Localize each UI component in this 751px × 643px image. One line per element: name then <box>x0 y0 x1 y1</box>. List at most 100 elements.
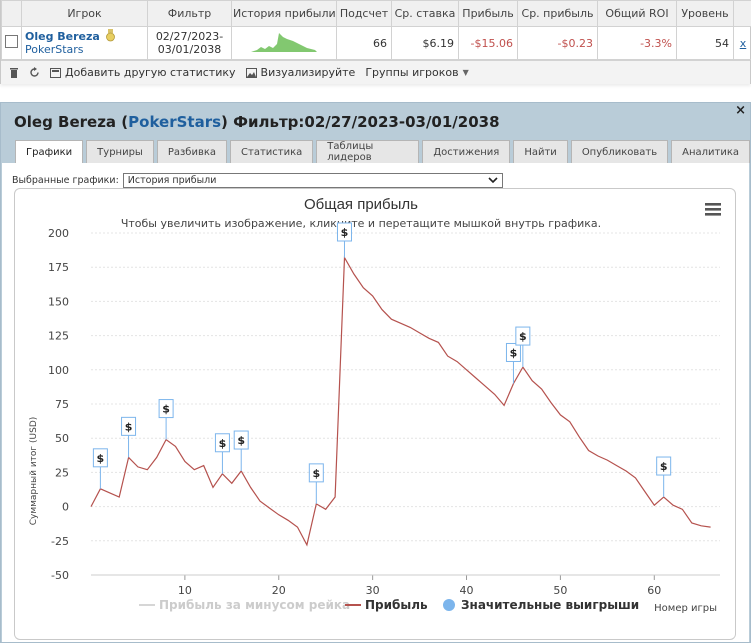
panel-tabs: Графики Турниры Разбивка Статистика Табл… <box>15 140 750 163</box>
flag-label: $ <box>162 403 170 416</box>
chart-title: Общая прибыль <box>304 196 418 213</box>
y-tick-label: -25 <box>51 535 69 548</box>
tab-content-charts: Выбранные графики: История прибыли Общая… <box>2 163 749 642</box>
player-name[interactable]: Oleg Bereza <box>25 30 100 43</box>
flag-box <box>336 222 352 242</box>
player-groups-dropdown[interactable]: Группы игроков ▼ <box>365 66 468 79</box>
x-tick-label: 20 <box>272 584 286 597</box>
sparkline-area <box>251 32 317 52</box>
tab-statistics[interactable]: Статистика <box>230 140 314 163</box>
flag-box <box>214 433 230 453</box>
sparkline-cell <box>231 26 337 60</box>
flag-label: $ <box>341 226 349 239</box>
remove-player-link[interactable]: x <box>739 36 747 50</box>
significant-win-flag[interactable]: $ <box>158 399 174 440</box>
tab-breakdown[interactable]: Разбивка <box>156 140 228 163</box>
chart-select-value: История прибыли <box>127 175 217 186</box>
refresh-icon <box>30 67 39 77</box>
significant-win-flag[interactable]: $ <box>505 342 521 384</box>
flag-label: $ <box>519 330 527 343</box>
flag-box <box>121 416 137 436</box>
player-cell: Oleg Bereza PokerStars <box>21 26 148 60</box>
tab-tournaments[interactable]: Турниры <box>86 140 154 163</box>
x-tick-label: 60 <box>647 584 661 597</box>
trash-icon <box>10 68 18 78</box>
tab-find[interactable]: Найти <box>513 140 568 163</box>
panel-player-site[interactable]: PokerStars <box>128 113 222 131</box>
y-tick-label: 75 <box>55 398 69 411</box>
count-cell: 66 <box>336 26 392 60</box>
tab-charts[interactable]: Графики <box>15 140 84 163</box>
header-profit[interactable]: Прибыль <box>458 0 518 27</box>
filter-to: 03/01/2038 <box>157 43 222 56</box>
add-stats-button[interactable]: Добавить другую статистику <box>50 66 236 79</box>
panel-open-paren: ( <box>121 113 129 131</box>
significant-win-flag[interactable]: $ <box>121 416 137 458</box>
profit-chart[interactable]: Общая прибыль Чтобы увеличить изображени… <box>15 189 735 639</box>
flag-label: $ <box>660 460 668 473</box>
chart-selector-label: Выбранные графики: <box>12 175 119 186</box>
flag-label: $ <box>125 420 133 433</box>
chart-subtitle: Чтобы увеличить изображение, кликните и … <box>121 217 601 230</box>
delete-button[interactable] <box>9 67 19 78</box>
refresh-button[interactable] <box>29 67 40 78</box>
chart-menu-button[interactable] <box>705 203 721 216</box>
profit-series-line <box>90 255 711 547</box>
tab-leaderboards[interactable]: Таблицы лидеров <box>316 140 420 163</box>
significant-win-flag[interactable]: $ <box>656 456 672 498</box>
significant-win-flag[interactable]: $ <box>515 326 531 368</box>
legend-profit-label[interactable]: Прибыль <box>365 598 428 612</box>
significant-win-flag[interactable]: $ <box>214 433 230 474</box>
panel-filter-text: ) Фильтр:02/27/2023-03/01/2038 <box>221 113 500 131</box>
significant-win-flag[interactable]: $ <box>308 463 324 504</box>
visualize-label: Визуализируйте <box>260 66 356 79</box>
filter-cell: 02/27/2023- 03/01/2038 <box>147 26 232 60</box>
significant-win-flag[interactable]: $ <box>233 430 249 472</box>
avg-profit-cell: -$0.23 <box>517 26 598 60</box>
chart-legend: Прибыль за минусом рейка Прибыль Значитель… <box>139 598 639 612</box>
y-tick-label: 25 <box>55 466 69 479</box>
avg-stake-cell: $6.19 <box>391 26 459 60</box>
flag-box <box>308 463 324 483</box>
player-site[interactable]: PokerStars <box>25 43 84 56</box>
header-avg-profit[interactable]: Ср. прибыль <box>517 0 598 27</box>
filter-from: 02/27/2023- <box>155 30 224 43</box>
legend-rake-label[interactable]: Прибыль за минусом рейка <box>159 598 350 612</box>
tab-publish[interactable]: Опубликовать <box>570 140 669 163</box>
significant-win-flag[interactable]: $ <box>92 448 108 489</box>
add-stats-label: Добавить другую статистику <box>65 66 236 79</box>
y-tick-label: 125 <box>48 330 69 343</box>
header-filter[interactable]: Фильтр <box>147 0 232 27</box>
flag-label: $ <box>237 434 245 447</box>
chevron-down-icon: ▼ <box>462 68 469 77</box>
header-avg-stake[interactable]: Ср. ставка <box>391 0 459 27</box>
legend-wins-swatch <box>443 599 455 611</box>
header-profit-history[interactable]: История прибыли <box>231 0 337 27</box>
significant-win-flag[interactable]: $ <box>336 222 352 258</box>
header-player[interactable]: Игрок <box>21 0 148 27</box>
table-row: Oleg Bereza PokerStars 02/27/2023- 03/01… <box>1 26 751 60</box>
flag-label: $ <box>312 467 320 480</box>
header-roi[interactable]: Общий ROI <box>597 0 677 27</box>
y-tick-label: 50 <box>55 432 69 445</box>
row-checkbox[interactable] <box>5 35 18 48</box>
tab-analytics[interactable]: Аналитика <box>671 140 750 163</box>
y-tick-label: 200 <box>48 227 69 240</box>
header-level[interactable]: Уровень <box>676 0 734 27</box>
player-summary-table: Игрок Фильтр История прибыли Подсчет Ср.… <box>1 0 751 60</box>
flag-box <box>505 342 521 362</box>
player-groups-label: Группы игроков <box>365 66 459 79</box>
x-tick-label: 10 <box>178 584 192 597</box>
visualize-button[interactable]: Визуализируйте <box>245 66 356 79</box>
flag-label: $ <box>219 437 227 450</box>
header-count[interactable]: Подсчет <box>336 0 392 27</box>
legend-wins-label[interactable]: Значительные выигрыши <box>461 598 639 612</box>
tab-achievements[interactable]: Достижения <box>422 140 511 163</box>
header-checkbox-cell <box>1 0 22 27</box>
flag-label: $ <box>510 346 518 359</box>
close-icon[interactable]: × <box>735 103 746 118</box>
medal-icon <box>106 29 115 42</box>
chart-selector-row: Выбранные графики: История прибыли <box>12 173 503 188</box>
chart-select[interactable]: История прибыли <box>122 173 503 188</box>
y-tick-label: 0 <box>62 501 69 514</box>
